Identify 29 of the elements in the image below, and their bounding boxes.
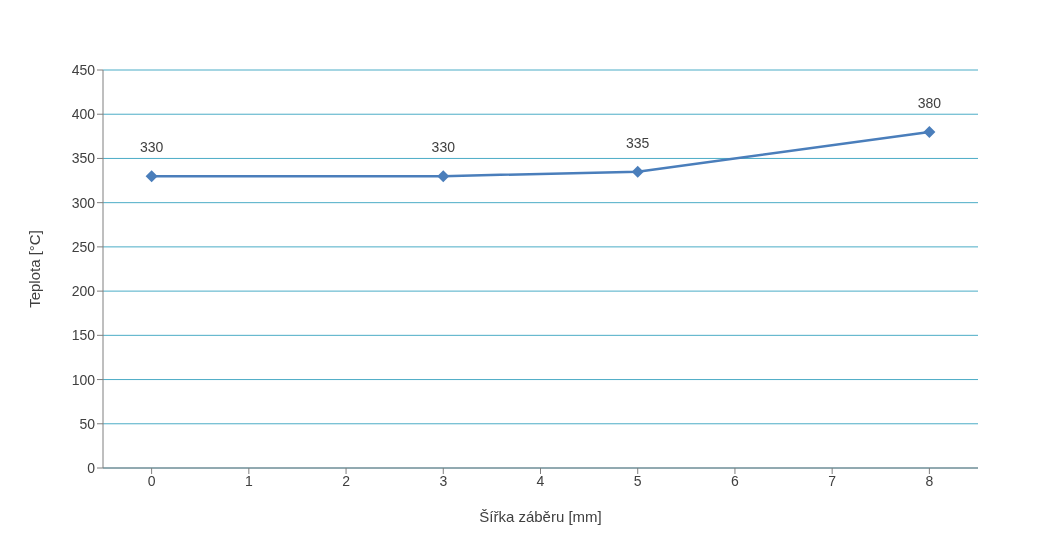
x-tick-label: 7 — [828, 472, 837, 489]
y-tick-label: 450 — [71, 61, 96, 78]
y-tick-label: 250 — [71, 238, 96, 255]
point — [923, 125, 936, 138]
x-tick-label: 0 — [147, 472, 156, 489]
point — [145, 170, 158, 183]
x-tick-label: 5 — [633, 472, 642, 489]
y-tick-label: 400 — [71, 106, 96, 123]
data-label: 380 — [917, 94, 942, 111]
x-tick-label: 8 — [925, 472, 934, 489]
x-tick-label: 4 — [536, 472, 545, 489]
x-tick-label: 3 — [439, 472, 448, 489]
data-label: 330 — [139, 139, 164, 156]
y-tick-label: 200 — [71, 283, 96, 300]
y-tick-label: 150 — [71, 327, 96, 344]
data-label: 330 — [431, 139, 456, 156]
y-axis-title: Teplota [°C] — [26, 230, 44, 308]
x-tick-label: 6 — [731, 472, 740, 489]
y-tick-label: 50 — [79, 415, 96, 432]
y-tick-label: 350 — [71, 150, 96, 167]
y-tick-label: 0 — [87, 459, 96, 476]
point — [631, 165, 644, 178]
data-label: 335 — [626, 134, 650, 151]
x-axis-title: Šířka záběru [mm] — [479, 508, 602, 525]
x-tick-label: 1 — [244, 472, 253, 489]
y-tick-label: 300 — [71, 194, 96, 211]
point — [437, 170, 450, 183]
x-tick-label: 2 — [342, 472, 351, 489]
y-tick-label: 100 — [71, 371, 96, 388]
